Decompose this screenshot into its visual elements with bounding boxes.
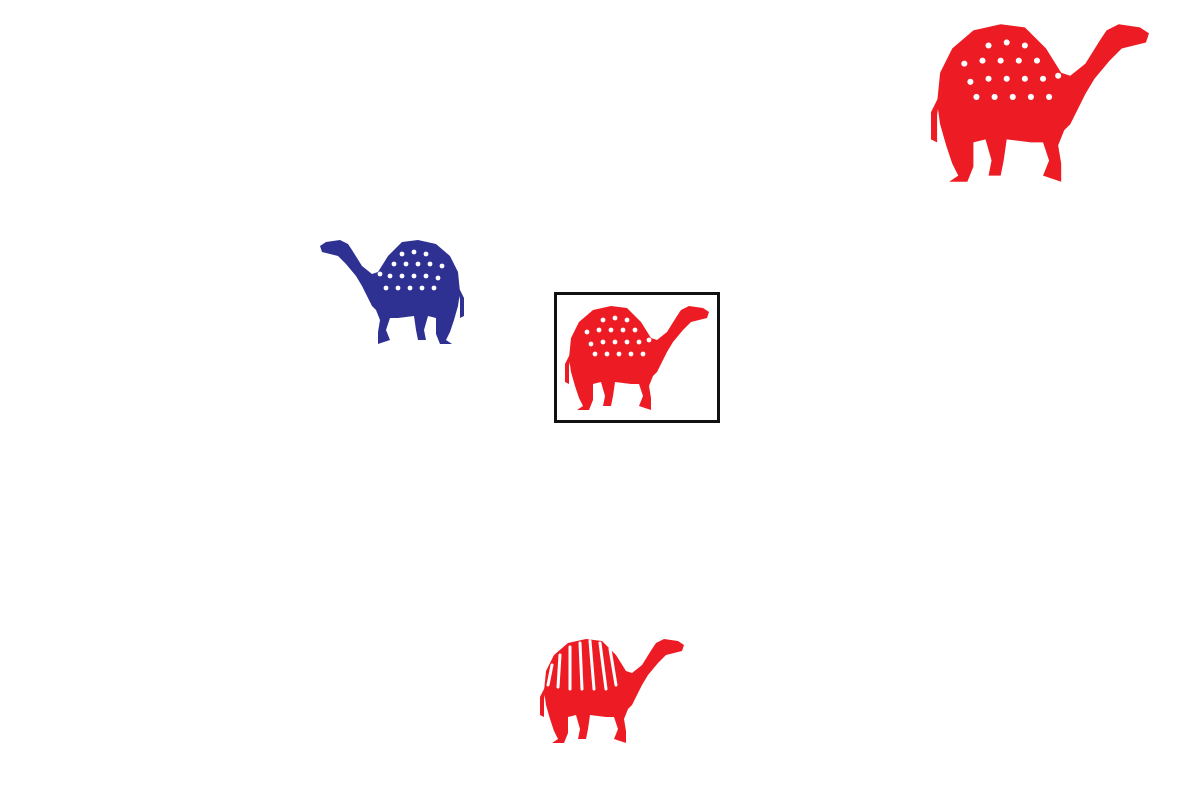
- camel-red-dotted-large-icon[interactable]: [928, 18, 1152, 188]
- camel-red-striped-icon[interactable]: [538, 635, 686, 747]
- camel-red-dotted-large-graphic: [931, 24, 1149, 182]
- camel-blue-dotted-graphic: [320, 240, 464, 344]
- camel-red-dotted-selected-icon[interactable]: [562, 302, 712, 414]
- selection-frame: [554, 292, 720, 423]
- camel-red-striped-graphic: [540, 639, 684, 743]
- camel-blue-dotted-icon[interactable]: [318, 236, 466, 348]
- camel-red-dotted-selected-graphic: [565, 306, 709, 410]
